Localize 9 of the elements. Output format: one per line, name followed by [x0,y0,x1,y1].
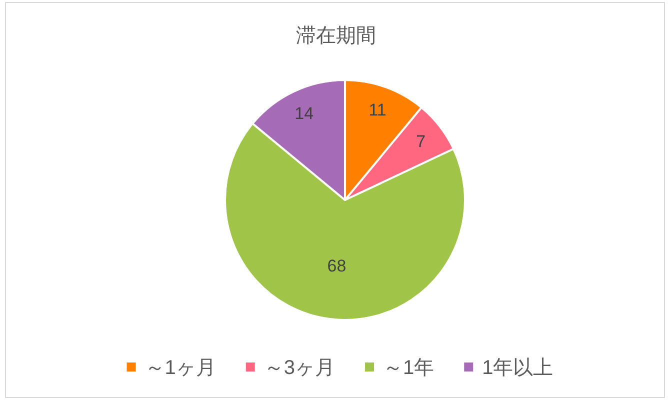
legend-label: 1年以上 [482,357,554,379]
chart-title: 滞在期間 [296,25,376,47]
legend-label: ～1ヶ月 [144,357,216,379]
data-label: 14 [294,104,314,124]
data-label: 68 [327,256,346,276]
data-label: 11 [368,100,386,120]
legend-label: ～3ヶ月 [264,357,335,379]
data-label: 7 [416,132,426,152]
legend-label: ～1年 [383,357,434,379]
